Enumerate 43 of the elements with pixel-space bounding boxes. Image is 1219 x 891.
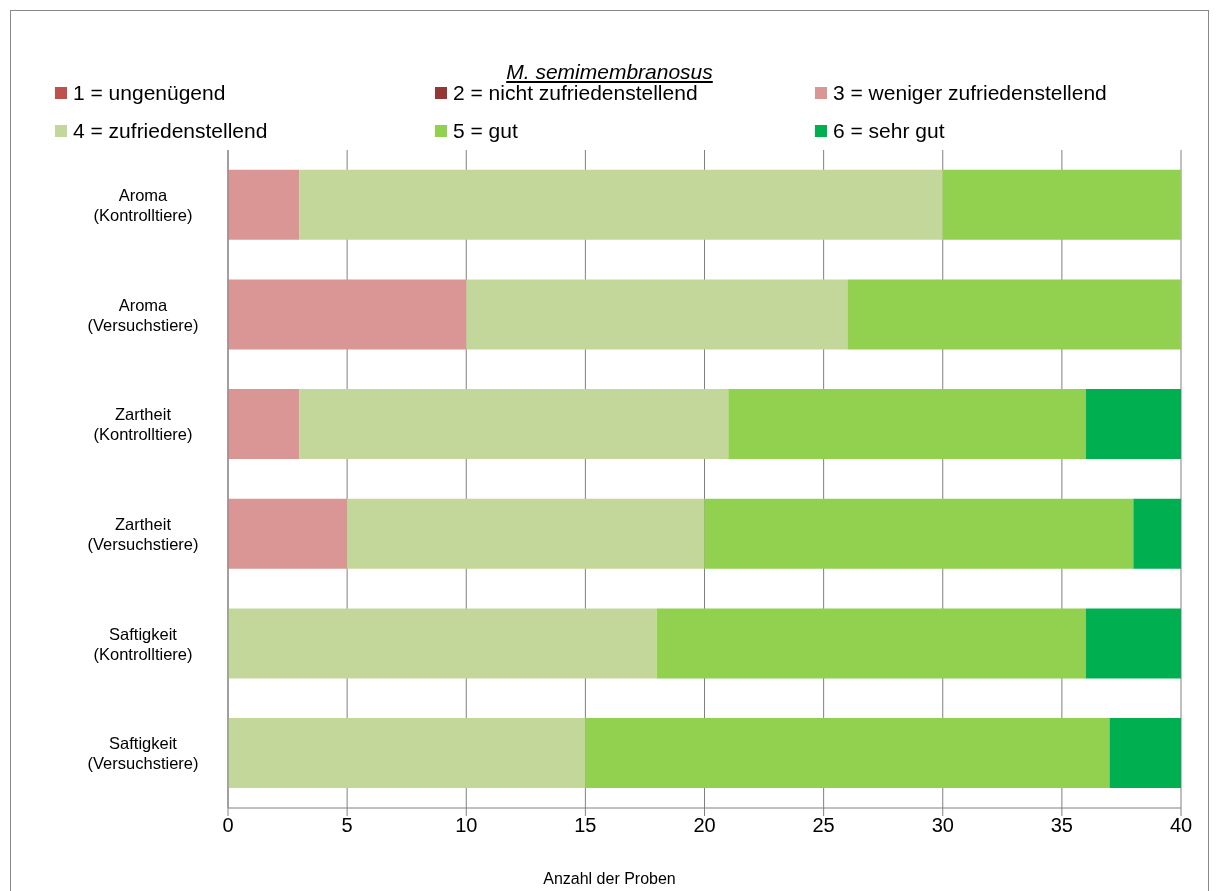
bar xyxy=(347,498,705,569)
y-tick-label: Saftigkeit (Versuchstiere) xyxy=(87,734,199,773)
bar xyxy=(656,608,1086,679)
x-tick-label: 15 xyxy=(574,814,597,837)
bar xyxy=(299,389,729,460)
bar xyxy=(228,718,586,789)
y-tick-label: Zartheit (Versuchstiere) xyxy=(87,514,199,553)
x-tick-label: 40 xyxy=(1169,814,1193,837)
bar xyxy=(1109,718,1181,789)
bar xyxy=(847,279,1181,350)
legend-label: 5 = gut xyxy=(453,119,518,143)
x-tick-label: 0 xyxy=(222,814,234,837)
bar xyxy=(228,279,467,350)
chart-title: M. semimembranosus xyxy=(506,60,713,83)
bar xyxy=(1085,389,1181,460)
y-tick-label: Aroma (Versuchstiere) xyxy=(87,295,199,334)
x-tick-label: 10 xyxy=(455,814,478,837)
y-tick-label: Saftigkeit (Kontrolltiere) xyxy=(93,624,193,663)
bar xyxy=(1085,608,1181,679)
x-tick-label: 35 xyxy=(1050,814,1073,837)
legend-label: 4 = zufriedenstellend xyxy=(73,119,268,143)
bar xyxy=(585,718,1110,789)
x-tick-label: 20 xyxy=(693,814,716,837)
bar xyxy=(942,169,1181,240)
y-tick-label: Aroma (Kontrolltiere) xyxy=(93,185,193,224)
legend-label: 6 = sehr gut xyxy=(833,119,945,143)
bar xyxy=(228,608,657,679)
legend-label: 2 = nicht zufriedenstellend xyxy=(453,81,698,105)
x-tick-label: 25 xyxy=(812,814,835,837)
bar xyxy=(228,498,348,569)
x-tick-label: 5 xyxy=(341,814,353,837)
bar xyxy=(1133,498,1181,569)
bar xyxy=(228,389,300,460)
legend-label: 1 = ungenügend xyxy=(73,81,226,105)
bar xyxy=(728,389,1086,460)
legend-label: 3 = weniger zufriedenstellend xyxy=(833,81,1107,105)
x-axis-title: Anzahl der Proben xyxy=(542,870,677,888)
bar xyxy=(466,279,848,350)
bar xyxy=(704,498,1134,569)
bar xyxy=(228,169,300,240)
x-tick-label: 30 xyxy=(931,814,954,837)
bar xyxy=(299,169,943,240)
y-tick-label: Zartheit (Kontrolltiere) xyxy=(93,405,193,444)
